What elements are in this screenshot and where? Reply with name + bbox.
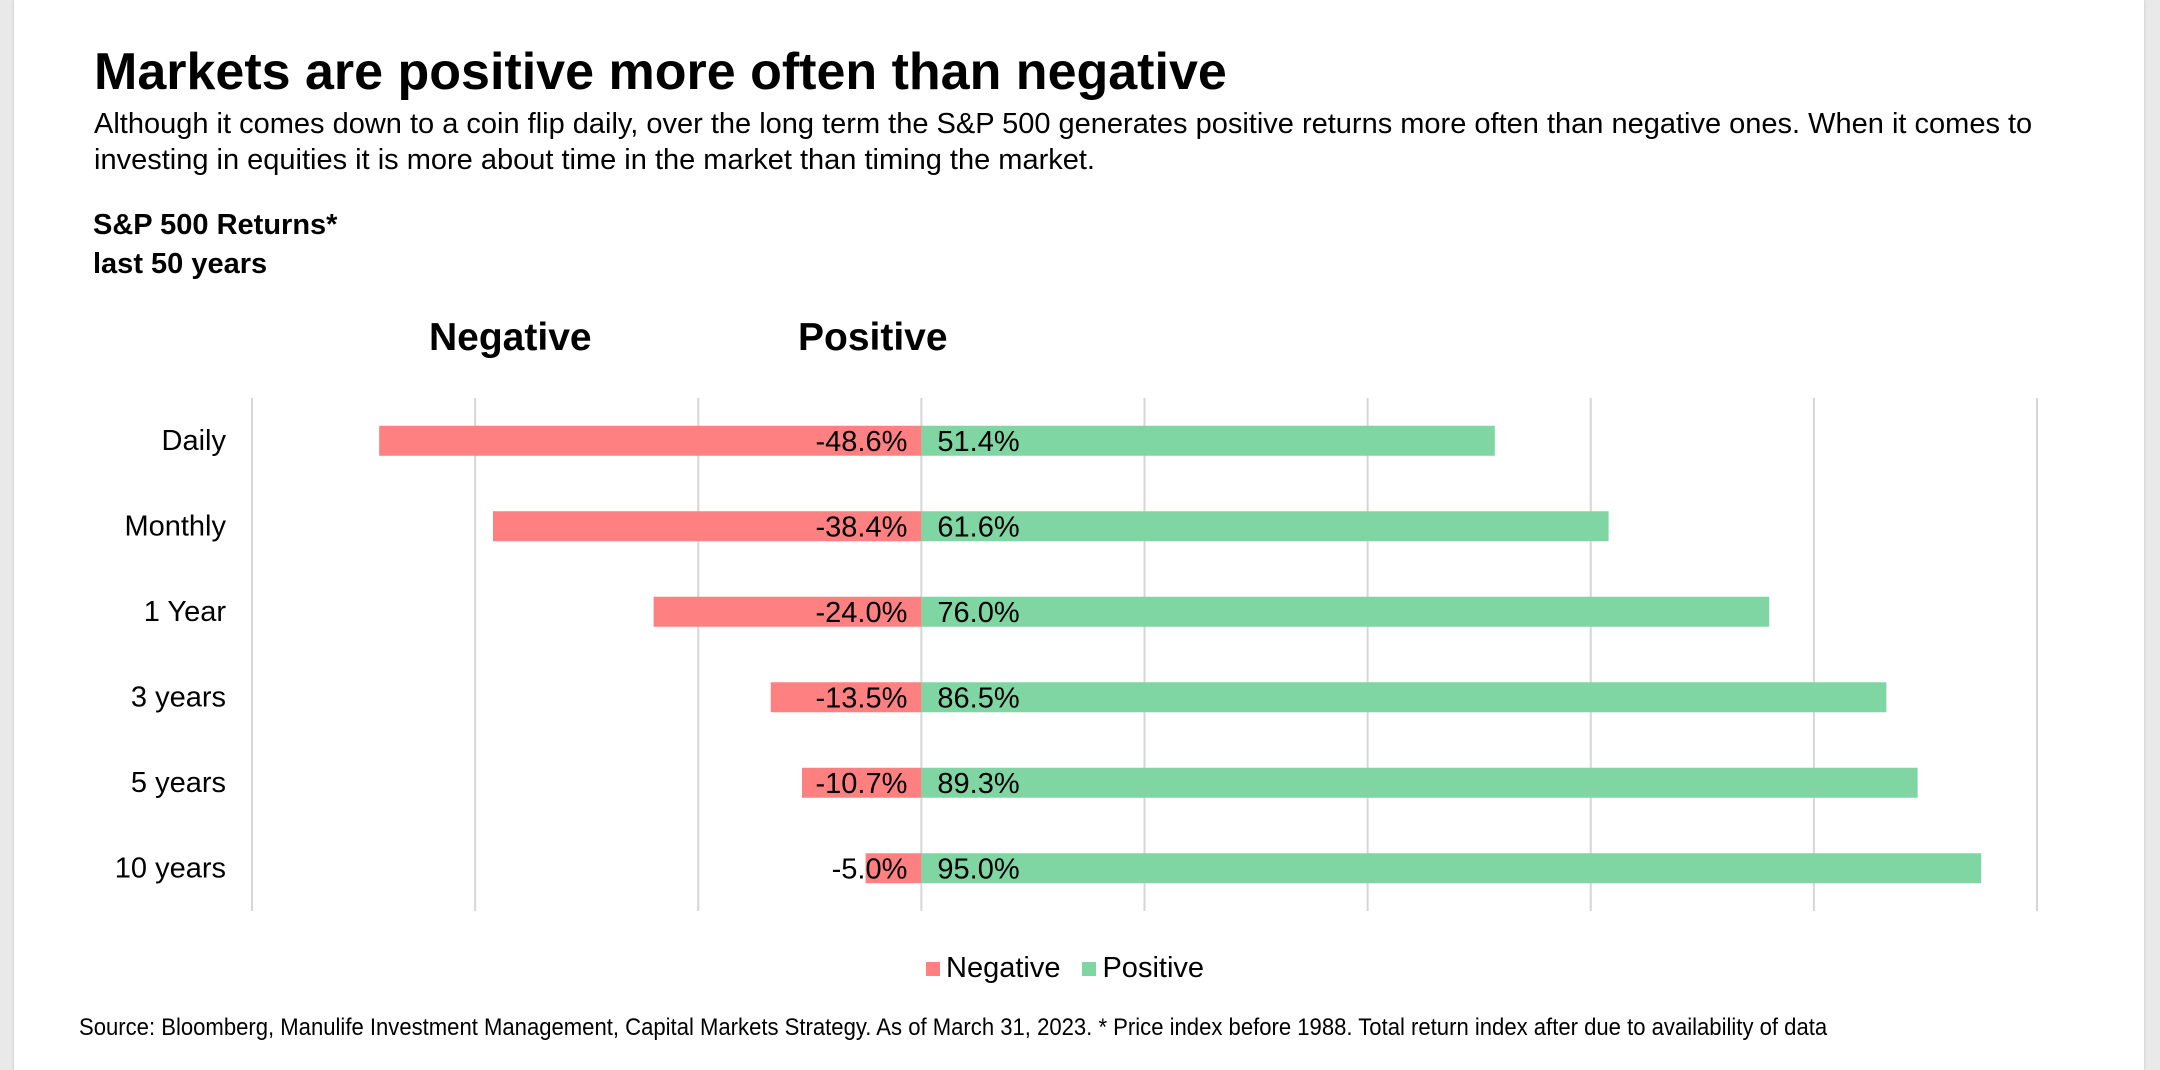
positive-bar <box>921 682 1887 713</box>
legend-label-negative: Negative <box>946 952 1061 984</box>
positive-column-header: Positive <box>798 316 948 359</box>
legend-swatch-negative <box>926 961 940 976</box>
negative-column-header: Negative <box>429 316 592 359</box>
category-label: Daily <box>162 425 227 457</box>
legend-label-positive: Positive <box>1102 952 1205 984</box>
chart-legend: Negative Positive <box>926 952 1226 985</box>
category-label: 10 years <box>115 852 226 884</box>
positive-data-label: 86.5% <box>937 682 1019 714</box>
category-label: Monthly <box>124 510 226 542</box>
chart-heading-line2: last 50 years <box>93 248 268 280</box>
negative-data-label: -13.5% <box>815 682 907 714</box>
page-title: Markets are positive more often than neg… <box>94 43 1227 101</box>
negative-bar <box>492 511 922 542</box>
positive-data-label: 51.4% <box>937 426 1019 458</box>
category-label: 5 years <box>131 767 226 799</box>
negative-data-label: -38.4% <box>815 511 907 543</box>
negative-bar <box>653 596 922 627</box>
negative-data-label: -24.0% <box>815 597 907 629</box>
legend-item-negative: Negative <box>926 952 1060 985</box>
legend-swatch-positive <box>1082 961 1097 976</box>
negative-data-label: -48.6% <box>815 426 907 458</box>
report-page: Markets are positive more often than neg… <box>14 0 2144 1070</box>
chart-heading: S&P 500 Returns* last 50 years <box>93 206 337 284</box>
positive-data-label: 61.6% <box>937 511 1019 543</box>
positive-bar <box>921 511 1609 542</box>
negative-data-label: -10.7% <box>815 768 907 800</box>
positive-data-label: 89.3% <box>937 768 1019 800</box>
positive-bar <box>921 425 1495 456</box>
positive-data-label: 76.0% <box>937 597 1019 629</box>
negative-bar <box>865 853 922 884</box>
negative-bar <box>770 682 922 713</box>
positive-data-label: 95.0% <box>937 853 1019 885</box>
negative-bar <box>379 425 922 456</box>
category-label: 1 Year <box>144 596 227 628</box>
positive-bar <box>921 596 1770 627</box>
negative-data-label: -5.0% <box>832 853 908 885</box>
category-label: 3 years <box>131 681 226 713</box>
source-note: Source: Bloomberg, Manulife Investment M… <box>79 1014 1828 1041</box>
page-subtitle: Although it comes down to a coin flip da… <box>94 108 2033 176</box>
chart-heading-line1: S&P 500 Returns* <box>93 209 338 241</box>
legend-item-positive: Positive <box>1082 952 1204 985</box>
positive-bar <box>921 767 1918 798</box>
positive-bar <box>921 853 1982 884</box>
negative-bar <box>802 767 922 798</box>
